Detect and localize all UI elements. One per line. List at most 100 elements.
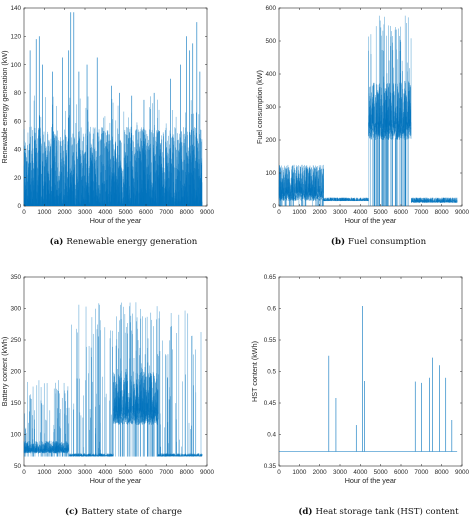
y-tick-label: 100	[10, 62, 21, 69]
y-tick-label: 150	[10, 400, 21, 407]
panel-caption: (d) Heat storage tank (HST) content	[298, 506, 459, 517]
x-tick-label: 1000	[292, 209, 307, 216]
x-tick-label: 1000	[292, 469, 307, 476]
x-tick-label: 3000	[333, 469, 348, 476]
y-tick-label: 0.35	[264, 463, 277, 470]
x-tick-label: 9000	[455, 209, 470, 216]
x-axis-label: Hour of the year	[345, 216, 397, 225]
x-tick-label: 6000	[394, 469, 409, 476]
y-tick-label: 50	[14, 463, 22, 470]
y-tick-label: 0.45	[264, 400, 277, 407]
caption-text: Heat storage tank (HST) content	[316, 506, 460, 517]
series-path	[278, 15, 458, 206]
y-tick-label: 0.6	[267, 306, 276, 313]
series-line	[278, 15, 458, 206]
x-axis-label: Hour of the year	[90, 216, 142, 225]
x-axis-label: Hour of the year	[345, 476, 397, 485]
y-tick-label: 40	[14, 147, 22, 154]
x-tick-label: 8000	[435, 469, 450, 476]
panel-battery-state-of-charge: 0 1000 2000 3000 4000 5000 6000 7000 8000 9000 50 1…	[0, 274, 214, 517]
x-tick-label: 7000	[159, 209, 174, 216]
y-tick-label: 400	[265, 71, 276, 78]
y-tick-label: 60	[14, 118, 22, 125]
panel-caption: (b) Fuel consumption	[331, 236, 427, 247]
x-tick-label: 3000	[78, 469, 93, 476]
caption-tag: (d)	[298, 506, 315, 517]
x-tick-label: 0	[277, 469, 281, 476]
x-tick-label: 7000	[414, 469, 429, 476]
y-tick-label: 500	[265, 38, 276, 45]
x-tick-label: 9000	[455, 469, 470, 476]
x-axis-label: Hour of the year	[90, 476, 142, 485]
x-tick-label: 5000	[119, 469, 134, 476]
x-tick-label: 0	[22, 469, 26, 476]
y-tick-label: 20	[14, 175, 22, 182]
x-tick-label: 7000	[159, 469, 174, 476]
x-tick-label: 5000	[374, 209, 389, 216]
x-tick-label: 2000	[58, 469, 73, 476]
x-tick-label: 6000	[139, 209, 154, 216]
x-tick-label: 4000	[98, 209, 113, 216]
x-tick-label: 9000	[200, 209, 215, 216]
x-tick-label: 9000	[200, 469, 215, 476]
y-tick-label: 0	[17, 203, 21, 210]
y-tick-label: 200	[265, 137, 276, 144]
y-tick-label: 100	[265, 170, 276, 177]
x-tick-label: 2000	[313, 469, 328, 476]
x-tick-label: 2000	[58, 209, 73, 216]
y-tick-label: 0.65	[264, 274, 277, 281]
x-tick-label: 4000	[353, 469, 368, 476]
y-tick-label: 80	[14, 90, 22, 97]
plot-area	[278, 276, 463, 467]
y-axis-label: Renewable energy generation (kW)	[0, 50, 9, 163]
y-tick-label: 0.5	[267, 369, 276, 376]
series-path	[23, 95, 203, 206]
panel-caption: (c) Battery state of charge	[65, 506, 182, 517]
x-tick-label: 6000	[139, 469, 154, 476]
panel-caption: (a) Renewable energy generation	[50, 236, 198, 247]
x-tick-label: 2000	[313, 209, 328, 216]
y-tick-label: 120	[10, 33, 21, 40]
y-tick-label: 300	[10, 306, 21, 313]
series-line	[23, 302, 203, 457]
y-tick-label: 600	[265, 5, 276, 12]
series-line	[23, 95, 203, 206]
y-tick-label: 350	[10, 274, 21, 281]
x-tick-label: 0	[277, 209, 281, 216]
y-axis-label: Battery content (kWh)	[0, 337, 9, 407]
y-tick-label: 200	[10, 369, 21, 376]
x-tick-label: 1000	[37, 209, 52, 216]
x-tick-label: 8000	[435, 209, 450, 216]
x-tick-label: 1000	[37, 469, 52, 476]
caption-tag: (b)	[331, 236, 348, 247]
panel-renewable-generation: 0 1000 2000 3000 4000 5000 6000 7000 8000 9000 0 20…	[0, 5, 214, 247]
y-tick-label: 0	[272, 203, 276, 210]
caption-text: Fuel consumption	[348, 237, 427, 247]
y-tick-label: 0.55	[264, 337, 277, 344]
x-tick-label: 3000	[78, 209, 93, 216]
x-tick-label: 5000	[374, 469, 389, 476]
x-tick-label: 3000	[333, 209, 348, 216]
x-tick-label: 7000	[414, 209, 429, 216]
y-tick-label: 100	[10, 432, 21, 439]
caption-tag: (c)	[65, 506, 81, 517]
y-tick-label: 140	[10, 5, 21, 12]
x-tick-label: 6000	[394, 209, 409, 216]
x-tick-label: 4000	[353, 209, 368, 216]
caption-tag: (a)	[50, 236, 67, 247]
x-tick-label: 8000	[180, 469, 195, 476]
y-tick-label: 250	[10, 337, 21, 344]
y-tick-label: 0.4	[267, 432, 276, 439]
caption-text: Battery state of charge	[81, 507, 182, 517]
panel-fuel-consumption: 0 1000 2000 3000 4000 5000 6000 7000 8000 9000 0 10…	[255, 5, 469, 247]
x-tick-label: 0	[22, 209, 26, 216]
y-axis-label: Fuel consumption (kW)	[255, 70, 264, 144]
panel-heat-storage-tank: 0 1000 2000 3000 4000 5000 6000 7000 8000 9000 0.3…	[250, 274, 469, 517]
x-tick-label: 8000	[180, 209, 195, 216]
x-tick-label: 4000	[98, 469, 113, 476]
caption-text: Renewable energy generation	[66, 237, 197, 247]
y-axis-label: HST content (kWh)	[250, 341, 259, 402]
x-tick-label: 5000	[119, 209, 134, 216]
series-path	[23, 302, 203, 457]
